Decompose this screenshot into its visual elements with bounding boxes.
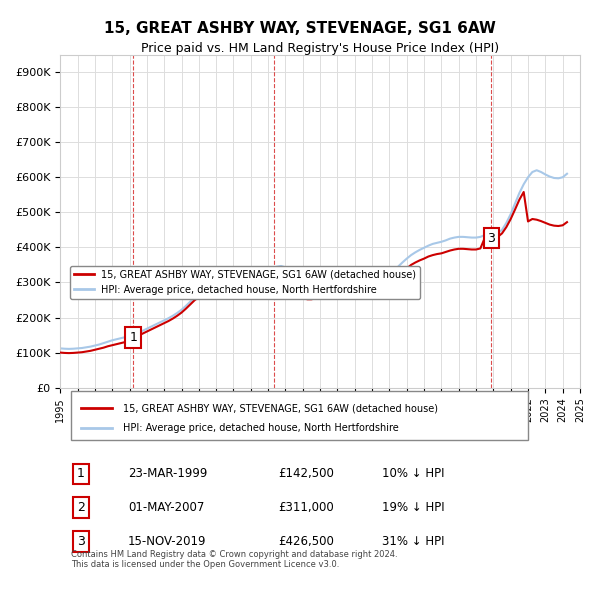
Text: 15, GREAT ASHBY WAY, STEVENAGE, SG1 6AW: 15, GREAT ASHBY WAY, STEVENAGE, SG1 6AW (104, 21, 496, 35)
Text: £142,500: £142,500 (278, 467, 334, 480)
Text: 15, GREAT ASHBY WAY, STEVENAGE, SG1 6AW (detached house): 15, GREAT ASHBY WAY, STEVENAGE, SG1 6AW … (122, 404, 437, 414)
Text: 2: 2 (77, 501, 85, 514)
Text: £426,500: £426,500 (278, 535, 334, 548)
Text: 19% ↓ HPI: 19% ↓ HPI (382, 501, 445, 514)
Legend: 15, GREAT ASHBY WAY, STEVENAGE, SG1 6AW (detached house), HPI: Average price, de: 15, GREAT ASHBY WAY, STEVENAGE, SG1 6AW … (70, 266, 420, 299)
Text: 23-MAR-1999: 23-MAR-1999 (128, 467, 207, 480)
Text: 01-MAY-2007: 01-MAY-2007 (128, 501, 204, 514)
Text: 1: 1 (129, 331, 137, 344)
Text: HPI: Average price, detached house, North Hertfordshire: HPI: Average price, detached house, Nort… (122, 423, 398, 433)
Text: £311,000: £311,000 (278, 501, 334, 514)
Text: 10% ↓ HPI: 10% ↓ HPI (382, 467, 445, 480)
Text: 3: 3 (487, 232, 495, 245)
FancyBboxPatch shape (71, 391, 528, 440)
Text: 31% ↓ HPI: 31% ↓ HPI (382, 535, 445, 548)
Text: 15-NOV-2019: 15-NOV-2019 (128, 535, 206, 548)
Text: 1: 1 (77, 467, 85, 480)
Title: Price paid vs. HM Land Registry's House Price Index (HPI): Price paid vs. HM Land Registry's House … (141, 41, 499, 54)
Text: 2: 2 (270, 272, 278, 285)
Text: Contains HM Land Registry data © Crown copyright and database right 2024.
This d: Contains HM Land Registry data © Crown c… (71, 550, 397, 569)
Text: 3: 3 (77, 535, 85, 548)
